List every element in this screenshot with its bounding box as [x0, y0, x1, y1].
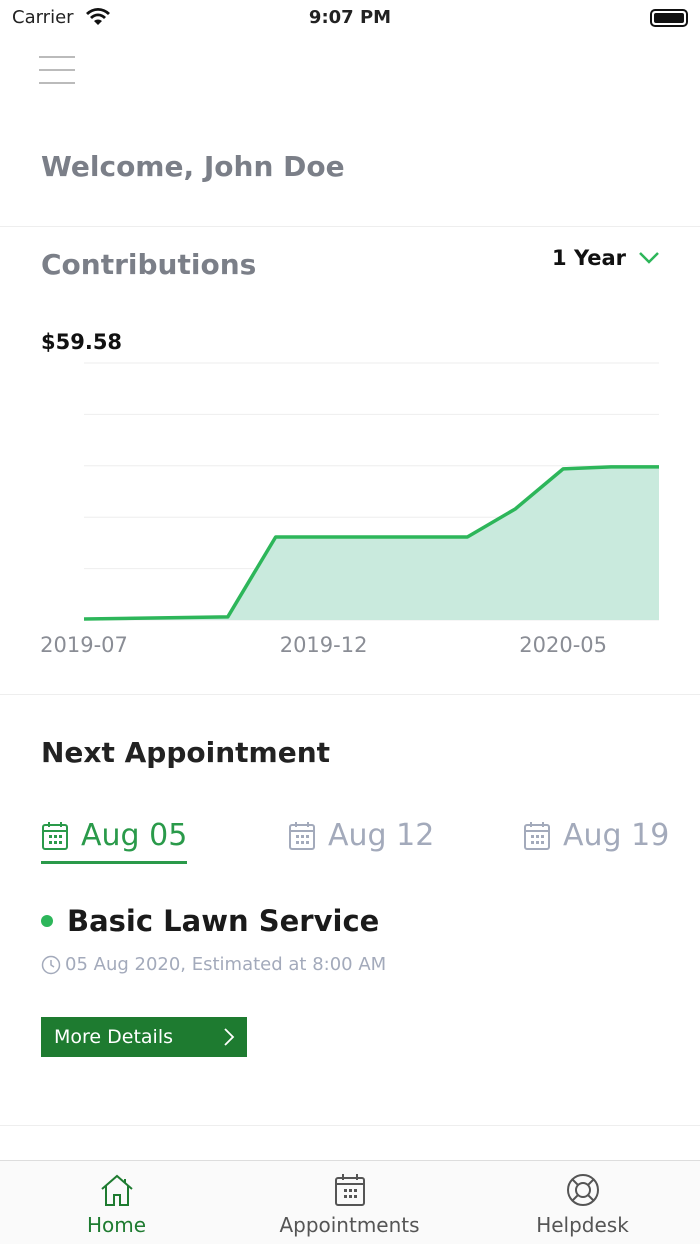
next-appointment-title: Next Appointment: [41, 736, 331, 769]
date-label: Aug 19: [563, 818, 670, 853]
hamburger-menu-button[interactable]: [39, 56, 75, 86]
tab-bar: Home Appointments Helpdesk: [0, 1160, 700, 1244]
chevron-down-icon: [639, 252, 659, 264]
series-line: [83, 465, 659, 621]
more-details-button[interactable]: More Details: [41, 1017, 247, 1057]
contributions-chart: 2019-07 2019-12 2020-05: [40, 362, 659, 657]
x-tick-label: 2019-12: [280, 633, 368, 657]
more-details-label: More Details: [54, 1026, 174, 1048]
status-bar: Carrier 9:07 PM: [0, 0, 700, 36]
period-dropdown[interactable]: 1 Year: [552, 246, 660, 270]
status-dot: [41, 915, 53, 927]
tab-home[interactable]: Home: [0, 1161, 233, 1245]
service-label: Basic Lawn Service: [67, 904, 380, 938]
divider: [0, 1125, 700, 1126]
appointment-time-text: 05 Aug 2020, Estimated at 8:00 AM: [65, 954, 387, 975]
tab-helpdesk[interactable]: Helpdesk: [466, 1161, 699, 1245]
x-tick-label: 2019-07: [40, 633, 128, 657]
chevron-right-icon: [224, 1028, 235, 1046]
welcome-heading: Welcome, John Doe: [41, 150, 345, 183]
divider: [0, 226, 700, 227]
clock-icon: [41, 955, 61, 974]
tab-appointments[interactable]: Appointments: [233, 1161, 466, 1245]
service-name: Basic Lawn Service: [41, 904, 379, 938]
carrier-label: Carrier: [12, 7, 74, 28]
appointment-time: 05 Aug 2020, Estimated at 8:00 AM: [41, 954, 386, 975]
tab-label: Home: [86, 1213, 147, 1237]
date-label: Aug 05: [81, 818, 188, 853]
battery-icon: [650, 9, 688, 27]
contribution-amount: $59.58: [41, 330, 123, 354]
appointment-date-tabs: Aug 05 Aug 12 Aug 19: [0, 818, 700, 868]
clock: 9:07 PM: [308, 7, 392, 28]
tab-label: Helpdesk: [536, 1213, 629, 1237]
lifebuoy-icon: [566, 1174, 599, 1206]
date-tab[interactable]: Aug 12: [288, 818, 434, 861]
calendar-icon: [334, 1174, 365, 1206]
date-tab[interactable]: Aug 19: [523, 818, 669, 861]
tab-label: Appointments: [279, 1213, 420, 1237]
area-fill: [84, 466, 659, 620]
calendar-icon: [524, 821, 550, 850]
calendar-icon: [42, 821, 68, 850]
period-value: 1 Year: [552, 246, 626, 270]
divider: [0, 694, 700, 695]
x-tick-label: 2020-05: [519, 633, 607, 657]
home-icon: [100, 1174, 133, 1206]
calendar-icon: [289, 821, 315, 850]
wifi-icon: [86, 8, 110, 25]
contributions-title: Contributions: [41, 248, 257, 281]
date-label: Aug 12: [328, 818, 435, 853]
date-tab[interactable]: Aug 05: [41, 818, 188, 864]
